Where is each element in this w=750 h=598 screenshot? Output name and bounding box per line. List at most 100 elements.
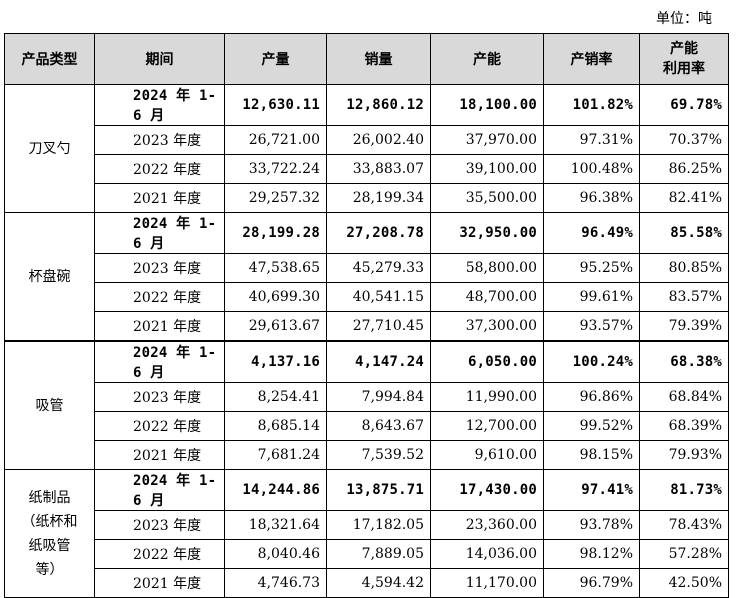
capacity-cell: 12,700.00 (430, 411, 544, 441)
header-sales: 销量 (326, 33, 431, 85)
capacity-cell: 14,036.00 (430, 539, 544, 569)
output-cell: 28,199.28 (224, 212, 327, 254)
util-rate-cell: 85.58% (639, 212, 729, 254)
sell-rate-cell: 96.86% (543, 382, 640, 412)
header-period: 期间 (94, 33, 225, 85)
period-cell: 2022 年度 (94, 411, 225, 441)
period-cell: 2022 年度 (94, 539, 225, 569)
util-rate-cell: 78.43% (639, 510, 729, 540)
header-category: 产品类型 (4, 33, 95, 85)
output-cell: 40,699.30 (224, 282, 327, 312)
util-rate-cell: 81.73% (639, 469, 729, 511)
util-rate-cell: 86.25% (639, 154, 729, 184)
period-cell: 2023 年度 (94, 510, 225, 540)
table-row: 2023 年度 26,721.00 26,002.40 37,970.00 97.31%… (5, 125, 729, 155)
sell-rate-cell: 98.15% (543, 440, 640, 470)
table-row: 2023 年度 8,254.41 7,994.84 11,990.00 96.86% 68… (5, 382, 729, 412)
header-capacity: 产能 (430, 33, 544, 85)
table-row: 2022 年度 40,699.30 40,541.15 48,700.00 99.61%… (5, 282, 729, 312)
util-rate-cell: 80.85% (639, 253, 729, 283)
sell-rate-cell: 95.25% (543, 253, 640, 283)
table-row: 吸管 2024 年 1-6 月 4,137.16 4,147.24 6,050.00 10… (4, 341, 729, 470)
util-rate-cell: 57.28% (639, 539, 729, 569)
period-cell: 2021 年度 (94, 183, 225, 213)
util-rate-cell: 82.41% (639, 183, 729, 213)
sell-rate-cell: 99.61% (543, 282, 640, 312)
sales-cell: 28,199.34 (326, 183, 431, 213)
output-cell: 29,613.67 (224, 311, 327, 341)
sell-rate-cell: 93.57% (543, 311, 640, 341)
table-row: 2023 年度 18,321.64 17,182.05 23,360.00 93.78%… (5, 510, 729, 540)
production-table-part-2: 吸管 2024 年 1-6 月 4,137.16 4,147.24 6,050.00 10… (4, 341, 729, 598)
capacity-cell: 39,100.00 (430, 154, 544, 184)
output-cell: 8,685.14 (224, 411, 327, 441)
category-cell: 吸管 (4, 341, 95, 470)
sales-cell: 12,860.12 (326, 84, 431, 126)
output-cell: 8,254.41 (224, 382, 327, 412)
sell-rate-cell: 99.52% (543, 411, 640, 441)
sell-rate-cell: 93.78% (543, 510, 640, 540)
period-cell: 2022 年度 (94, 282, 225, 312)
sell-rate-cell: 96.38% (543, 183, 640, 213)
capacity-cell: 9,610.00 (430, 440, 544, 470)
header-output: 产量 (224, 33, 327, 85)
util-rate-cell: 70.37% (639, 125, 729, 155)
output-cell: 47,538.65 (224, 253, 327, 283)
sales-cell: 27,710.45 (326, 311, 431, 341)
capacity-cell: 11,990.00 (430, 382, 544, 412)
output-cell: 4,137.16 (224, 341, 327, 383)
table-row: 2022 年度 8,685.14 8,643.67 12,700.00 99.52% 68… (5, 411, 729, 441)
table-row: 2022 年度 33,722.24 33,883.07 39,100.00 100.48… (5, 154, 729, 184)
category-cell: 杯盘碗 (4, 212, 95, 341)
util-rate-cell: 68.39% (639, 411, 729, 441)
capacity-cell: 58,800.00 (430, 253, 544, 283)
sales-cell: 33,883.07 (326, 154, 431, 184)
category-cell: 纸制品 （纸杯和 纸吸管 等） (4, 469, 95, 598)
capacity-cell: 48,700.00 (430, 282, 544, 312)
sales-cell: 45,279.33 (326, 253, 431, 283)
capacity-cell: 37,300.00 (430, 311, 544, 341)
sell-rate-cell: 96.49% (543, 212, 640, 254)
sell-rate-cell: 100.24% (543, 341, 640, 383)
table-row: 2021 年度 29,257.32 28,199.34 35,500.00 96.38%… (5, 183, 729, 213)
capacity-cell: 18,100.00 (430, 84, 544, 126)
period-cell: 2023 年度 (94, 125, 225, 155)
sell-rate-cell: 97.31% (543, 125, 640, 155)
unit-label: 单位：吨 (656, 11, 712, 27)
util-rate-cell: 83.57% (639, 282, 729, 312)
period-cell: 2023 年度 (94, 253, 225, 283)
sales-cell: 26,002.40 (326, 125, 431, 155)
sell-rate-cell: 98.12% (543, 539, 640, 569)
sell-rate-cell: 101.82% (543, 84, 640, 126)
util-rate-cell: 68.84% (639, 382, 729, 412)
capacity-cell: 23,360.00 (430, 510, 544, 540)
output-cell: 26,721.00 (224, 125, 327, 155)
period-cell: 2022 年度 (94, 154, 225, 184)
table-row: 2021 年度 7,681.24 7,539.52 9,610.00 98.15% 79.… (5, 440, 729, 470)
output-cell: 29,257.32 (224, 183, 327, 213)
sales-cell: 4,147.24 (326, 341, 431, 383)
capacity-cell: 6,050.00 (430, 341, 544, 383)
capacity-cell: 17,430.00 (430, 469, 544, 511)
table-header-row: 产品类型 期间 产量 销量 产能 产销率 产能 利用率 (4, 33, 729, 85)
table-row: 纸制品 （纸杯和 纸吸管 等） 2024 年 1-6 月 14,244.86 13,8… (4, 469, 729, 598)
period-cell: 2024 年 1-6 月 (94, 84, 225, 126)
sales-cell: 7,994.84 (326, 382, 431, 412)
sales-cell: 7,539.52 (326, 440, 431, 470)
period-cell: 2021 年度 (94, 311, 225, 341)
output-cell: 33,722.24 (224, 154, 327, 184)
capacity-cell: 37,970.00 (430, 125, 544, 155)
output-cell: 12,630.11 (224, 84, 327, 126)
period-cell: 2024 年 1-6 月 (94, 212, 225, 254)
table-row: 2021 年度 29,613.67 27,710.45 37,300.00 93.57%… (5, 311, 729, 341)
production-table-part-1: 产品类型 期间 产量 销量 产能 产销率 产能 利用率 刀叉勺 2024 年 1-… (4, 33, 729, 341)
period-cell: 2024 年 1-6 月 (94, 341, 225, 383)
sales-cell: 17,182.05 (326, 510, 431, 540)
table-row: 杯盘碗 2024 年 1-6 月 28,199.28 27,208.78 32,950.… (4, 212, 729, 341)
category-cell: 刀叉勺 (4, 84, 95, 213)
period-cell: 2024 年 1-6 月 (94, 469, 225, 511)
capacity-cell: 35,500.00 (430, 183, 544, 213)
period-cell: 2023 年度 (94, 382, 225, 412)
util-rate-cell: 79.93% (639, 440, 729, 470)
sell-rate-cell: 97.41% (543, 469, 640, 511)
